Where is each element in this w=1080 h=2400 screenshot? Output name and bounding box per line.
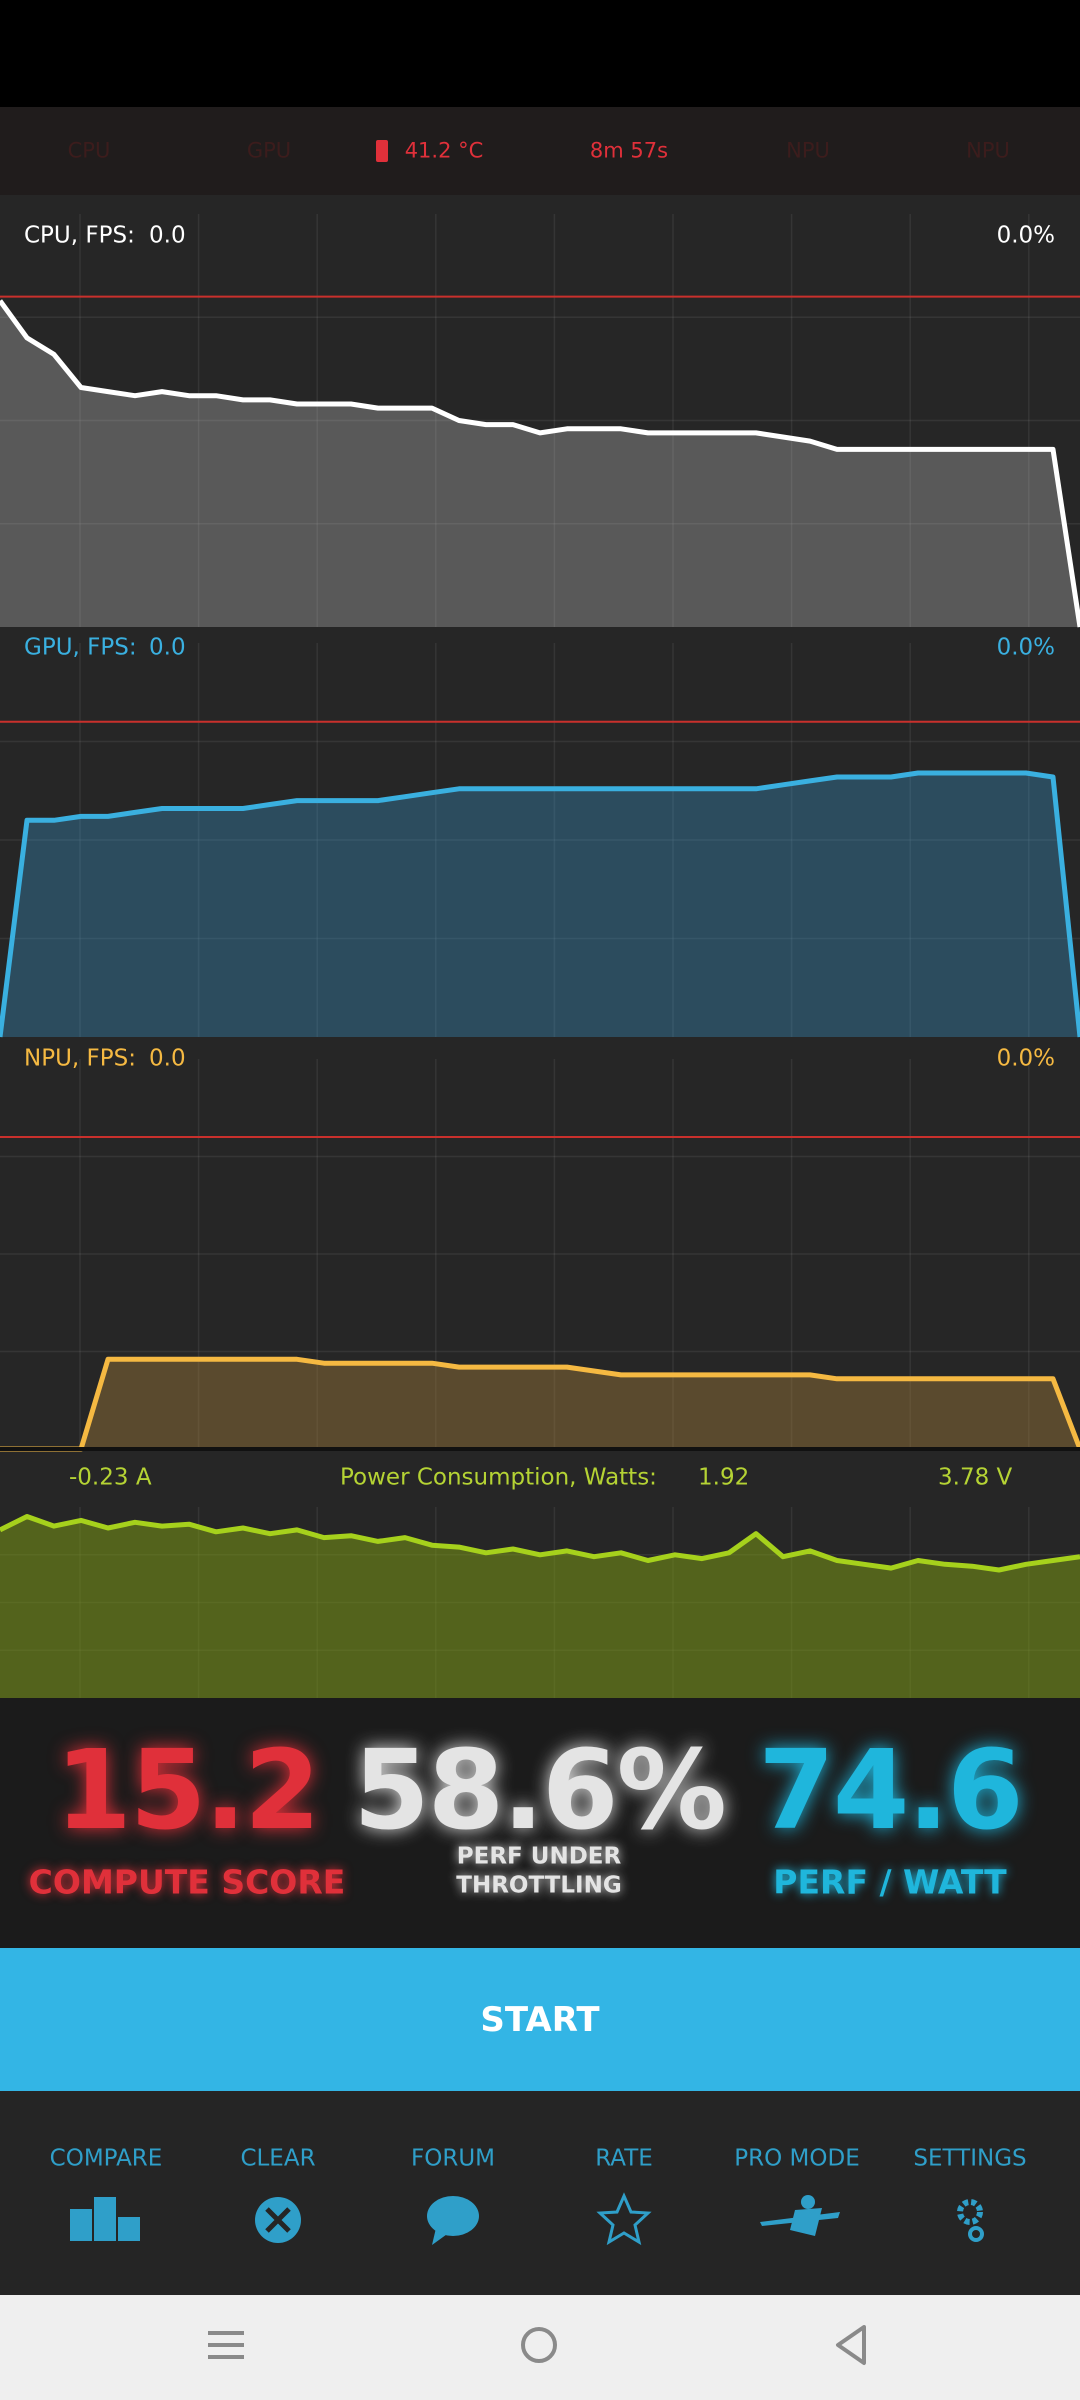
- score-label: COMPUTE SCORE: [28, 1862, 346, 1902]
- graph-label: CPU, FPS:: [24, 222, 135, 249]
- nav-button[interactable]: SETTINGS: [913, 2145, 1027, 2172]
- score-value: 58.6%: [353, 1726, 727, 1854]
- current: -0.23 A: [69, 1464, 152, 1491]
- nav-button[interactable]: FORUM: [411, 2145, 495, 2172]
- toolbar: [0, 2091, 1080, 2295]
- nav-button[interactable]: CLEAR: [240, 2145, 316, 2172]
- system-nav: [0, 2295, 1080, 2400]
- area: [0, 1516, 1080, 1698]
- fps-value: 0.0: [149, 222, 186, 249]
- settings-icon: [957, 2199, 984, 2242]
- gpu-indicator: GPU: [246, 138, 292, 163]
- rate-icon: [596, 2192, 652, 2246]
- forum-icon: [427, 2196, 479, 2245]
- graph-label: GPU, FPS:: [24, 634, 137, 661]
- percent-value: 0.0%: [996, 634, 1055, 661]
- voltage: 3.78 V: [938, 1464, 1013, 1491]
- line: [0, 1514, 1080, 1573]
- score-label: PERF / WATT: [773, 1862, 1007, 1902]
- fps-value: 0.0: [149, 634, 186, 661]
- back-button[interactable]: [836, 2325, 866, 2365]
- area: [0, 300, 1080, 627]
- score-value: 15.2: [55, 1726, 320, 1854]
- npu-indicator: NPU: [966, 138, 1010, 163]
- nav-button[interactable]: RATE: [595, 2145, 653, 2172]
- graph-label: NPU, FPS:: [24, 1045, 136, 1072]
- line: [0, 770, 1080, 1038]
- watts: 1.92: [698, 1464, 750, 1491]
- score-label: PERF UNDER THROTTLING: [456, 1843, 622, 1898]
- start-button[interactable]: START: [0, 1948, 1080, 2091]
- elapsed-time: 8m 57s: [589, 138, 669, 163]
- menu-button[interactable]: [208, 2331, 244, 2359]
- clear-icon: [255, 2197, 301, 2243]
- nav-button[interactable]: COMPARE: [49, 2145, 163, 2172]
- npu-indicator: NPU: [786, 138, 830, 163]
- score-panel: [0, 1698, 1080, 1948]
- status-bar: [0, 0, 1080, 107]
- area: [0, 1359, 1080, 1449]
- line: [0, 299, 1080, 628]
- pro-mode-icon: [760, 2195, 840, 2236]
- power-label: Power Consumption, Watts:: [340, 1464, 657, 1491]
- temperature: 41.2 °C: [404, 138, 484, 163]
- compare-icon: [70, 2197, 140, 2241]
- home-button[interactable]: [521, 2327, 557, 2363]
- percent-value: 0.0%: [996, 222, 1055, 249]
- nav-button[interactable]: PRO MODE: [734, 2145, 860, 2172]
- line: [0, 1356, 1080, 1452]
- cpu-indicator: CPU: [67, 138, 111, 163]
- percent-value: 0.0%: [996, 1045, 1055, 1072]
- score-value: 74.6: [758, 1726, 1023, 1854]
- battery-icon: [376, 140, 388, 162]
- area: [0, 773, 1080, 1037]
- fps-value: 0.0: [149, 1045, 186, 1072]
- indicator-row: [0, 107, 1080, 195]
